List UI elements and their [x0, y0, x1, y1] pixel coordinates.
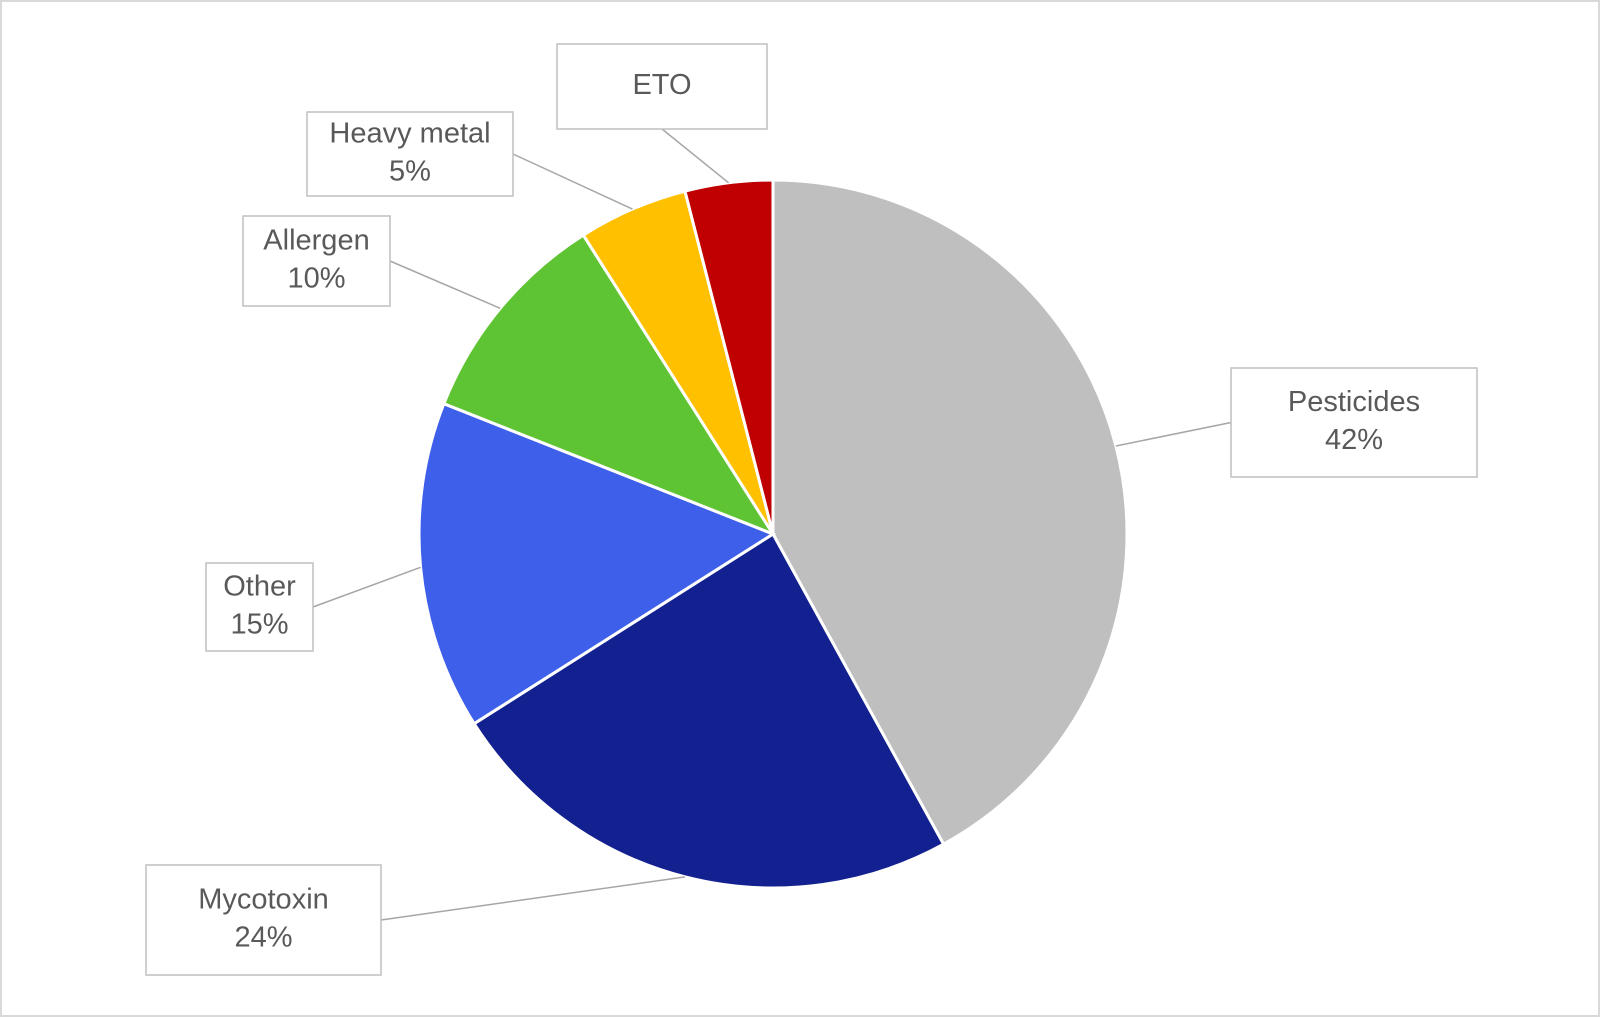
leader-line [389, 260, 501, 310]
label-name: Other [223, 571, 296, 603]
label-box [242, 215, 391, 307]
label-box [556, 43, 768, 130]
label-name: Pesticides [1288, 386, 1420, 418]
label-box [145, 864, 382, 976]
label-name: Heavy metal [329, 118, 490, 150]
label-name: Mycotoxin [198, 884, 329, 916]
label-value: 24% [234, 922, 292, 954]
label-value: 10% [287, 263, 345, 295]
label-box [306, 111, 514, 197]
label-box [1230, 367, 1478, 478]
leader-line [512, 153, 633, 210]
label-value: 42% [1325, 424, 1383, 456]
pie-slice [683, 178, 775, 535]
pie-slice [441, 233, 777, 538]
label-value: 5% [389, 156, 431, 188]
label-box [205, 562, 314, 652]
leader-line [661, 128, 730, 184]
leader-line [312, 566, 421, 608]
pie-slice [472, 531, 946, 890]
label-name: ETO [632, 69, 691, 101]
leader-line [1115, 421, 1232, 447]
label-name: Allergen [263, 225, 369, 257]
label-value: 15% [230, 609, 288, 641]
leader-line [380, 876, 686, 921]
